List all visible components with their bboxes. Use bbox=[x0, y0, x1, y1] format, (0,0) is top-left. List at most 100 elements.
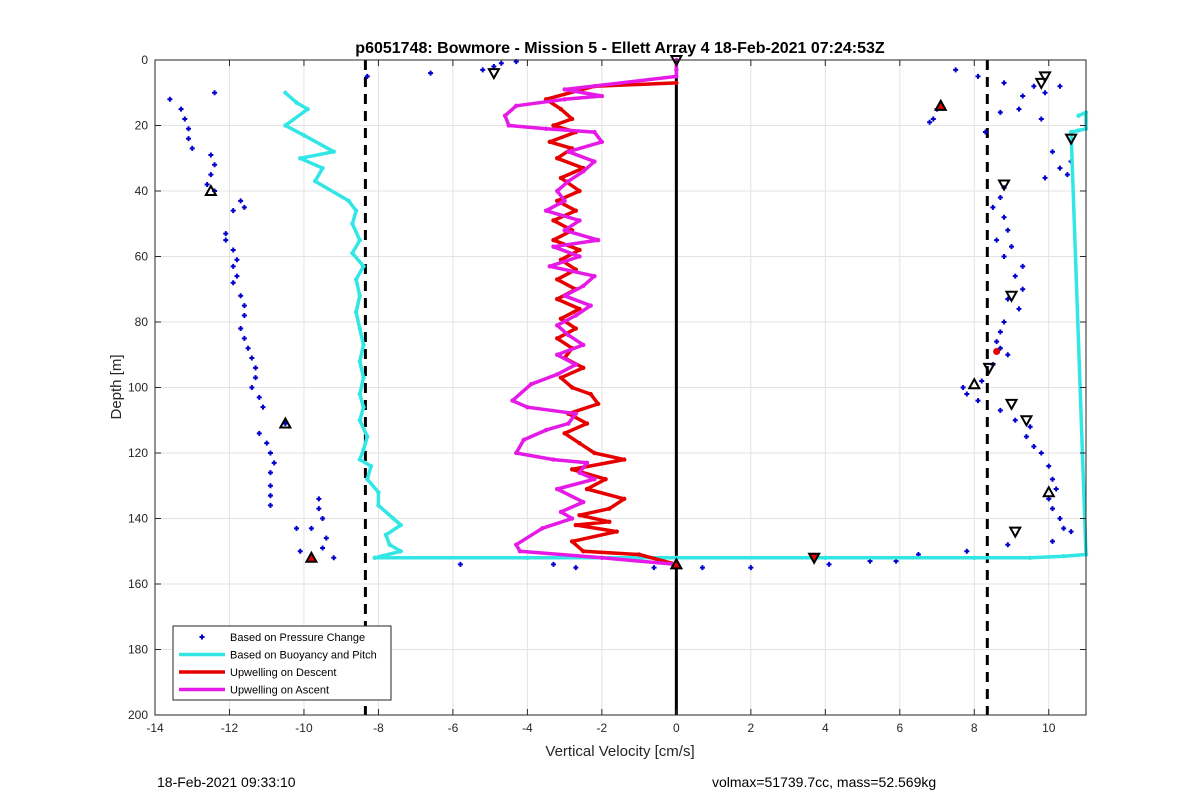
upwelling-on-ascent-point bbox=[547, 264, 552, 269]
pressure-change-point bbox=[1020, 286, 1026, 292]
upwelling-on-ascent-point bbox=[584, 460, 590, 466]
pressure-change-point bbox=[428, 70, 434, 76]
upwelling-on-ascent-point bbox=[554, 486, 560, 492]
pressure-change-point bbox=[230, 247, 236, 253]
pressure-change-point bbox=[498, 60, 504, 66]
upwelling-on-ascent-point bbox=[562, 228, 567, 233]
upwelling-on-descent-point bbox=[607, 506, 612, 511]
legend-swatch-point bbox=[199, 634, 205, 640]
pressure-change-point bbox=[238, 326, 244, 332]
upwelling-on-descent-point bbox=[558, 316, 564, 321]
y-tick-label: 80 bbox=[135, 315, 149, 329]
upwelling-on-ascent-point bbox=[525, 404, 530, 410]
upwelling-on-ascent-point bbox=[577, 254, 582, 259]
axis-ticks: -14 -12 -10 -8 -6 -4 -2 0 2 4 6 8 100204060801001201… bbox=[128, 53, 1086, 735]
y-tick-label: 140 bbox=[128, 512, 148, 526]
x-tick-label: 10 bbox=[1042, 721, 1056, 735]
pressure-change-point bbox=[1020, 263, 1026, 269]
pressure-change-point bbox=[320, 516, 326, 521]
pressure-change-point bbox=[930, 116, 936, 122]
based-on-buoyancy-and-pitch-point bbox=[1027, 555, 1033, 560]
pressure-change-point bbox=[1005, 352, 1011, 358]
upwelling-on-descent-point bbox=[577, 306, 582, 312]
x-tick-label: 2 bbox=[747, 721, 754, 735]
upwelling-on-ascent-point bbox=[573, 411, 579, 416]
based-on-buoyancy-and-pitch-point bbox=[383, 532, 389, 538]
upwelling-on-ascent-point bbox=[592, 273, 597, 279]
upwelling-on-ascent-point bbox=[543, 427, 549, 433]
pressure-change-point bbox=[699, 565, 705, 571]
pressure-change-point bbox=[1038, 450, 1044, 456]
pressure-change-point bbox=[964, 548, 970, 554]
based-on-buoyancy-and-pitch-point bbox=[387, 542, 392, 547]
based-on-buoyancy-and-pitch-point bbox=[283, 123, 288, 128]
legend: Based on Pressure Change Based on Buoyanc… bbox=[172, 625, 392, 701]
x-tick-label: -8 bbox=[373, 721, 384, 735]
upwelling-on-descent-point bbox=[588, 391, 593, 397]
pressure-change-point bbox=[256, 394, 262, 400]
x-tick-label: -14 bbox=[146, 721, 164, 735]
legend-label: Upwelling on Descent bbox=[230, 667, 336, 679]
x-tick-label: 4 bbox=[822, 721, 829, 735]
based-on-buoyancy-and-pitch-point bbox=[1076, 128, 1081, 133]
upwelling-on-ascent-point bbox=[592, 477, 597, 482]
pressure-change-point bbox=[994, 237, 1000, 243]
pressure-change-point bbox=[994, 339, 1000, 345]
pressure-change-point bbox=[1057, 83, 1063, 89]
based-on-buoyancy-and-pitch-point bbox=[294, 100, 299, 105]
upwelling-on-ascent-point bbox=[543, 208, 549, 213]
upwelling-on-descent-point bbox=[554, 156, 560, 161]
pressure-change-point bbox=[230, 263, 236, 269]
upwelling-on-descent-point bbox=[584, 421, 590, 426]
pressure-change-point bbox=[1001, 80, 1007, 86]
pressure-change-point bbox=[267, 470, 273, 476]
pressure-change-point bbox=[1042, 90, 1048, 96]
down-triangle-marker bbox=[487, 68, 501, 81]
up-triangle-marker bbox=[204, 183, 218, 196]
pressure-change-point bbox=[1042, 175, 1048, 181]
x-tick-label: 0 bbox=[673, 721, 680, 735]
upwelling-on-ascent-point bbox=[510, 398, 515, 403]
pressure-change-point bbox=[208, 152, 214, 158]
based-on-buoyancy-and-pitch-point bbox=[972, 555, 977, 560]
upwelling-on-descent-point bbox=[554, 198, 560, 204]
based-on-buoyancy-and-pitch-point bbox=[361, 342, 366, 348]
down-triangle-marker bbox=[982, 362, 996, 375]
upwelling-on-descent-point bbox=[577, 513, 582, 518]
upwelling-on-descent-point bbox=[558, 106, 564, 112]
pressure-change-point bbox=[982, 129, 988, 135]
pressure-change-point bbox=[264, 440, 270, 446]
up-triangle-marker bbox=[1042, 485, 1056, 498]
based-on-buoyancy-and-pitch-point bbox=[368, 463, 374, 469]
upwelling-on-ascent-point bbox=[566, 332, 571, 338]
based-on-buoyancy-and-pitch-point bbox=[823, 555, 828, 560]
based-on-buoyancy-and-pitch-point bbox=[376, 503, 381, 508]
upwelling-on-descent-point bbox=[554, 296, 560, 302]
upwelling-on-ascent-point bbox=[551, 244, 556, 249]
pressure-change-point bbox=[964, 391, 970, 397]
upwelling-on-descent-point bbox=[573, 326, 579, 331]
down-triangle-marker bbox=[1064, 133, 1078, 146]
upwelling-on-descent-point bbox=[577, 440, 582, 446]
pressure-change-point bbox=[331, 555, 337, 561]
pressure-change-point bbox=[267, 483, 273, 489]
based-on-buoyancy-and-pitch-point bbox=[361, 264, 366, 269]
upwelling-on-descent-point bbox=[551, 237, 556, 243]
y-tick-label: 60 bbox=[135, 250, 149, 264]
pressure-change-point bbox=[979, 378, 985, 384]
upwelling-on-ascent-point bbox=[528, 382, 534, 387]
upwelling-on-ascent-point bbox=[577, 218, 582, 223]
up-triangle-marker bbox=[967, 377, 981, 390]
pressure-change-point bbox=[1012, 417, 1018, 423]
pressure-change-point bbox=[1046, 463, 1052, 469]
upwelling-on-ascent-point bbox=[566, 149, 571, 154]
pressure-change-point bbox=[241, 204, 247, 210]
upwelling-on-ascent-point bbox=[521, 437, 526, 443]
y-tick-label: 180 bbox=[128, 643, 148, 657]
upwelling-on-ascent-point bbox=[581, 169, 586, 174]
pressure-change-point bbox=[1001, 319, 1007, 325]
up-triangle-marker bbox=[669, 557, 684, 570]
pressure-change-point bbox=[320, 545, 326, 551]
upwelling-on-descent-point bbox=[547, 139, 552, 145]
pressure-change-point bbox=[1053, 486, 1059, 492]
